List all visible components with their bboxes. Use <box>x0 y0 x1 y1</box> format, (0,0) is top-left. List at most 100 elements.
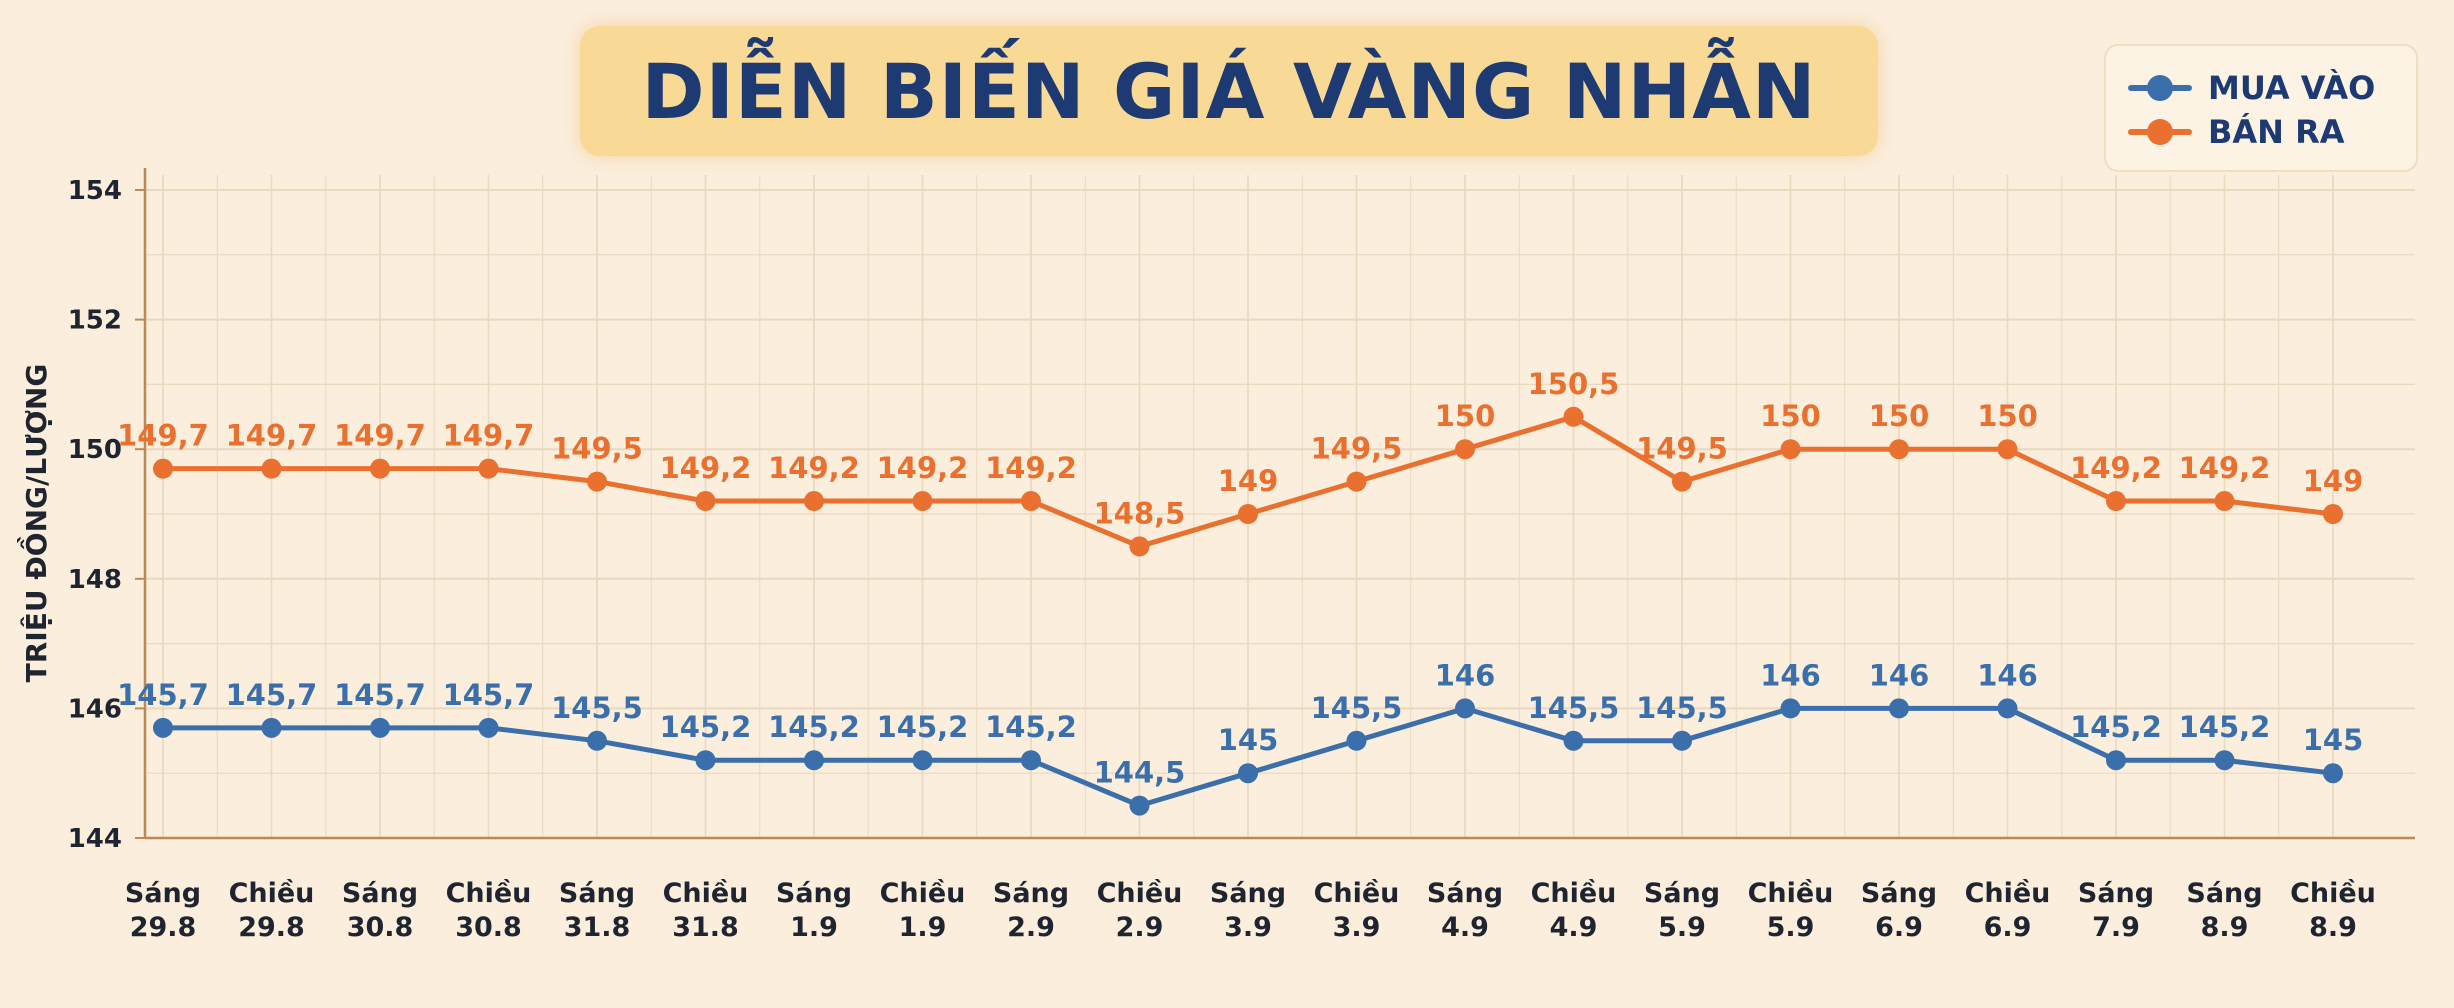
x-tick-label-date: 1.9 <box>790 912 838 943</box>
data-label-sell: 149,2 <box>985 451 1077 485</box>
data-point-sell <box>1780 439 1801 460</box>
data-label-sell: 150,5 <box>1528 367 1620 401</box>
data-label-sell: 149,2 <box>2070 451 2162 485</box>
data-point-buy <box>261 717 282 738</box>
x-tick-label: Sáng <box>2078 878 2154 909</box>
data-label-buy: 145,7 <box>334 678 426 712</box>
data-point-sell <box>261 458 282 479</box>
data-label-sell: 149,2 <box>2179 451 2271 485</box>
data-point-sell <box>1455 439 1475 460</box>
x-tick-label-date: 5.9 <box>1658 912 1706 943</box>
x-tick-label-date: 29.8 <box>130 912 197 943</box>
x-tick-label: Chiều <box>1965 878 2051 909</box>
x-tick-label: Sáng <box>1427 878 1503 909</box>
axes <box>135 168 2415 840</box>
data-point-buy <box>1997 698 2018 719</box>
data-point-sell <box>587 471 607 492</box>
x-tick-label-date: 8.9 <box>2309 912 2357 943</box>
data-label-buy: 145,5 <box>1636 691 1728 725</box>
data-point-sell <box>2106 491 2126 512</box>
data-label-buy: 145,2 <box>877 710 969 744</box>
data-point-buy <box>804 750 824 771</box>
data-point-sell <box>1672 471 1692 492</box>
x-tick-label-date: 1.9 <box>899 912 947 943</box>
x-tick-label: Sáng <box>2186 878 2262 909</box>
x-tick-label-date: 29.8 <box>238 912 305 943</box>
data-label-buy: 145,5 <box>1528 691 1620 725</box>
data-point-sell <box>1563 406 1584 427</box>
x-tick-label-date: 7.9 <box>2092 912 2140 943</box>
data-point-buy <box>912 750 933 771</box>
data-point-buy <box>2323 763 2343 784</box>
data-point-buy <box>1672 730 1692 751</box>
data-point-buy <box>1346 730 1367 751</box>
chart-title: DIỄN BIẾN GIÁ VÀNG NHẪN <box>641 46 1817 136</box>
data-label-buy: 146 <box>1869 658 1930 692</box>
data-label-buy: 145,2 <box>2070 710 2162 744</box>
x-tick-label-date: 30.8 <box>347 912 414 943</box>
data-label-sell: 150 <box>1977 399 2038 433</box>
x-tick-label: Chiều <box>446 878 532 909</box>
data-point-buy <box>587 730 607 751</box>
x-tick-label: Sáng <box>776 878 852 909</box>
data-point-buy <box>1455 698 1475 719</box>
title-banner: DIỄN BIẾN GIÁ VÀNG NHẪN <box>580 26 1878 156</box>
data-label-sell: 149,7 <box>334 419 426 453</box>
data-point-sell <box>1889 439 1909 460</box>
data-label-buy: 146 <box>1977 658 2038 692</box>
data-labels: 145,7 145,7 145,7 145,7 145,5 145,2 145,2 145,2… <box>117 367 2363 790</box>
data-label-sell: 149,7 <box>117 419 209 453</box>
x-tick-label: Sáng <box>993 878 1069 909</box>
x-tick-label: Chiều <box>2290 878 2376 909</box>
y-tick-label: 146 <box>68 694 122 724</box>
x-tick-label: Chiều <box>663 878 749 909</box>
x-tick-label: Sáng <box>125 878 201 909</box>
data-point-sell <box>1997 439 2018 460</box>
data-label-buy: 145,5 <box>1311 691 1403 725</box>
data-label-buy: 145,2 <box>985 710 1077 744</box>
data-point-buy <box>1780 698 1801 719</box>
data-label-buy: 145,7 <box>117 678 209 712</box>
x-tick-label-date: 5.9 <box>1767 912 1815 943</box>
legend-item-buy: MUA VÀO <box>2128 68 2375 108</box>
x-tick-label-date: 2.9 <box>1116 912 1164 943</box>
data-point-sell <box>370 458 390 479</box>
data-label-sell: 149,7 <box>443 419 535 453</box>
data-label-sell: 149,5 <box>551 432 643 466</box>
data-label-buy: 145,7 <box>226 678 318 712</box>
y-tick-label: 154 <box>68 176 122 206</box>
legend: MUA VÀO BÁN RA <box>2104 44 2418 172</box>
data-label-buy: 145 <box>1218 723 1279 757</box>
data-label-buy: 146 <box>1435 658 1496 692</box>
data-point-sell <box>912 491 933 512</box>
x-tick-label-date: 3.9 <box>1333 912 1381 943</box>
data-point-sell <box>804 491 824 512</box>
data-point-buy <box>2106 750 2126 771</box>
data-point-sell <box>1129 536 1150 557</box>
x-tick-label: Chiều <box>1748 878 1834 909</box>
data-point-buy <box>1021 750 1041 771</box>
data-label-sell: 149 <box>1218 464 1279 498</box>
data-point-sell <box>2214 491 2235 512</box>
x-tick-label-date: 4.9 <box>1441 912 1489 943</box>
x-tick-label-date: 4.9 <box>1550 912 1598 943</box>
data-label-sell: 150 <box>1760 399 1821 433</box>
legend-swatch-buy <box>2128 68 2192 108</box>
x-tick-label-date: 30.8 <box>455 912 522 943</box>
data-label-sell: 150 <box>1869 399 1930 433</box>
x-tick-label-date: 3.9 <box>1224 912 1272 943</box>
x-tick-label: Sáng <box>1861 878 1937 909</box>
x-tick-label: Chiều <box>229 878 315 909</box>
x-tick-label: Chiều <box>1097 878 1183 909</box>
x-tick-labels: Sáng29.8Chiều29.8Sáng30.8Chiều30.8Sáng31… <box>125 878 2376 943</box>
data-label-buy: 145,2 <box>768 710 860 744</box>
y-axis-label: TRIỆU ĐỒNG/LƯỢNG <box>15 364 53 683</box>
data-label-sell: 149,5 <box>1636 432 1728 466</box>
data-point-buy <box>695 750 716 771</box>
y-tick-label: 152 <box>68 306 122 336</box>
data-label-buy: 145,2 <box>2179 710 2271 744</box>
data-point-sell <box>1346 471 1367 492</box>
data-point-sell <box>153 458 173 479</box>
data-point-sell <box>2323 504 2343 524</box>
x-tick-label-date: 2.9 <box>1007 912 1055 943</box>
